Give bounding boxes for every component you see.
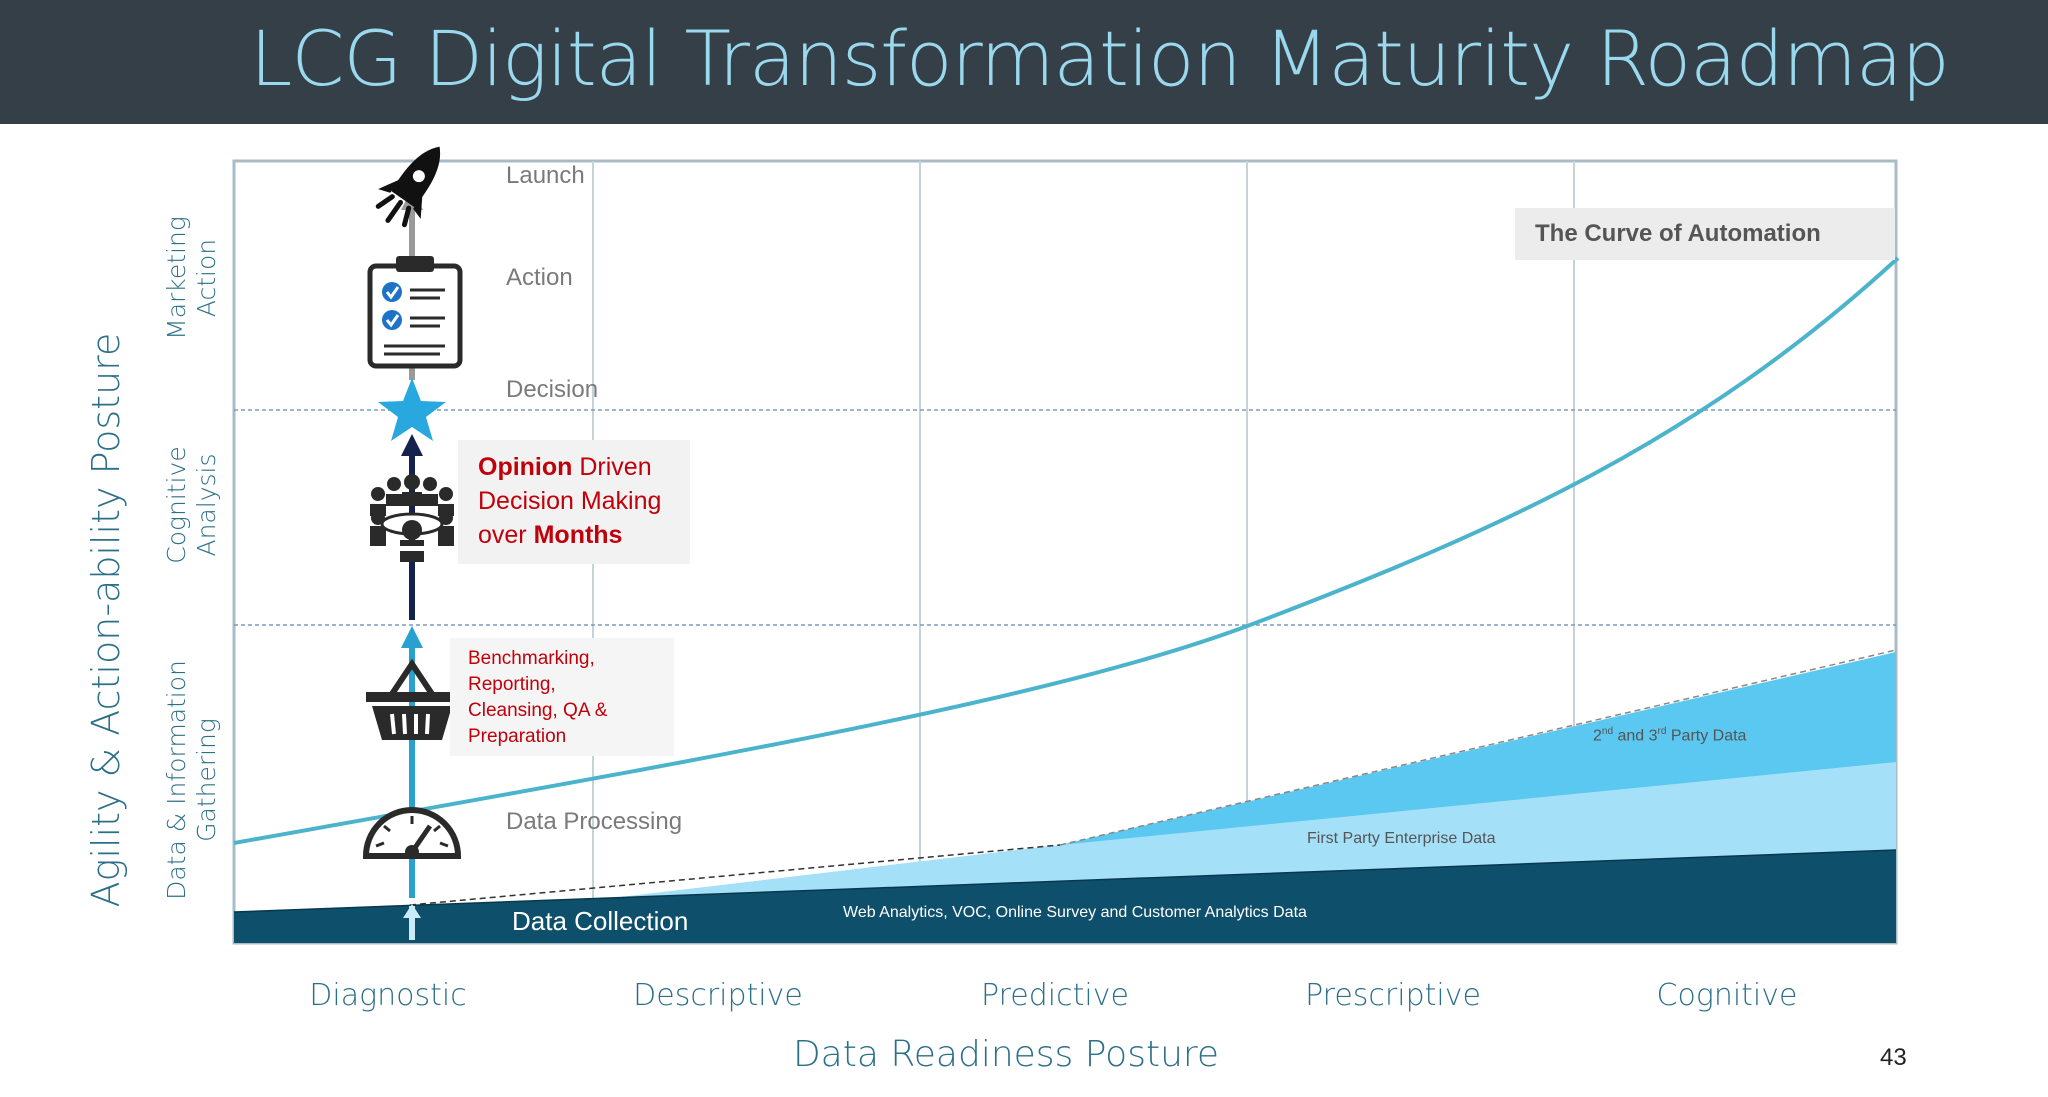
decision-making-text: Decision Making	[478, 487, 662, 515]
opinion-callout: Opinion Driven Decision Making over Mont…	[458, 440, 690, 564]
x-axis-label: Data Readiness Posture	[792, 1034, 1220, 1075]
dashed-projection-lower	[409, 844, 1061, 906]
title-bar: LCG Digital Transformation Maturity Road…	[0, 0, 2048, 124]
page-title: LCG Digital Transformation Maturity Road…	[250, 14, 1950, 103]
rocket-icon	[375, 146, 441, 228]
basket-icon	[366, 658, 458, 740]
months-word: Months	[533, 521, 623, 549]
third-party-area-label: 2nd and 3rd Party Data	[1593, 726, 1746, 745]
clipboard-checklist-icon	[367, 256, 463, 369]
band-line: Action	[192, 238, 221, 318]
stage-data-collection-label: Data Collection	[512, 906, 689, 936]
band-dividers	[234, 409, 1896, 626]
x-category-predictive: Predictive	[981, 978, 1129, 1013]
bench-line: Cleansing, QA &	[468, 700, 608, 721]
band-line: Analysis	[192, 453, 221, 557]
stage-action-label: Action	[506, 264, 573, 291]
driven-word: Driven	[572, 453, 652, 481]
band-data-gathering: Data & Information Gathering	[162, 660, 222, 900]
band-cognitive-analysis: Cognitive Analysis	[162, 446, 222, 563]
band-line: Cognitive	[162, 446, 191, 564]
benchmarking-callout: Benchmarking, Reporting, Cleansing, QA &…	[450, 638, 674, 756]
bench-line: Preparation	[468, 726, 567, 747]
bench-line: Benchmarking,	[468, 648, 595, 669]
first-party-area-label: First Party Enterprise Data	[1307, 830, 1496, 847]
x-category-diagnostic: Diagnostic	[309, 978, 467, 1013]
web-analytics-data-area	[234, 850, 1896, 943]
stage-launch-label: Launch	[506, 162, 585, 189]
page-number: 43	[1880, 1044, 1907, 1071]
stage-decision-label: Decision	[506, 376, 599, 403]
gauge-icon	[362, 807, 462, 859]
stage-data-processing-label: Data Processing	[506, 808, 683, 835]
x-category-cognitive: Cognitive	[1656, 978, 1798, 1013]
band-line: Data & Information	[162, 660, 191, 900]
band-line: Marketing	[162, 216, 191, 340]
dashed-projection-upper	[1059, 649, 1897, 846]
bench-line: Reporting,	[468, 674, 556, 695]
web-area-edge	[233, 849, 1897, 913]
tp-two: 2	[1593, 727, 1602, 745]
curve-of-automation	[233, 256, 1900, 845]
x-category-descriptive: Descriptive	[633, 978, 803, 1013]
band-line: Gathering	[192, 718, 221, 842]
tp-rd: rd	[1657, 726, 1667, 737]
x-category-prescriptive: Prescriptive	[1305, 978, 1481, 1013]
opinion-word: Opinion	[478, 453, 573, 481]
star-icon	[378, 378, 446, 441]
meeting-people-icon	[365, 474, 459, 562]
curve-of-automation-label: The Curve of Automation	[1515, 208, 1895, 260]
y-axis-label: Agility & Action-ability Posture	[84, 332, 128, 908]
band-marketing-action: Marketing Action	[162, 216, 222, 340]
tp-post: Party Data	[1666, 727, 1747, 745]
over-word: over	[478, 521, 534, 549]
tp-and3: and 3	[1613, 727, 1658, 745]
web-analytics-area-label: Web Analytics, VOC, Online Survey and Cu…	[843, 904, 1307, 921]
tp-nd: nd	[1601, 726, 1614, 737]
